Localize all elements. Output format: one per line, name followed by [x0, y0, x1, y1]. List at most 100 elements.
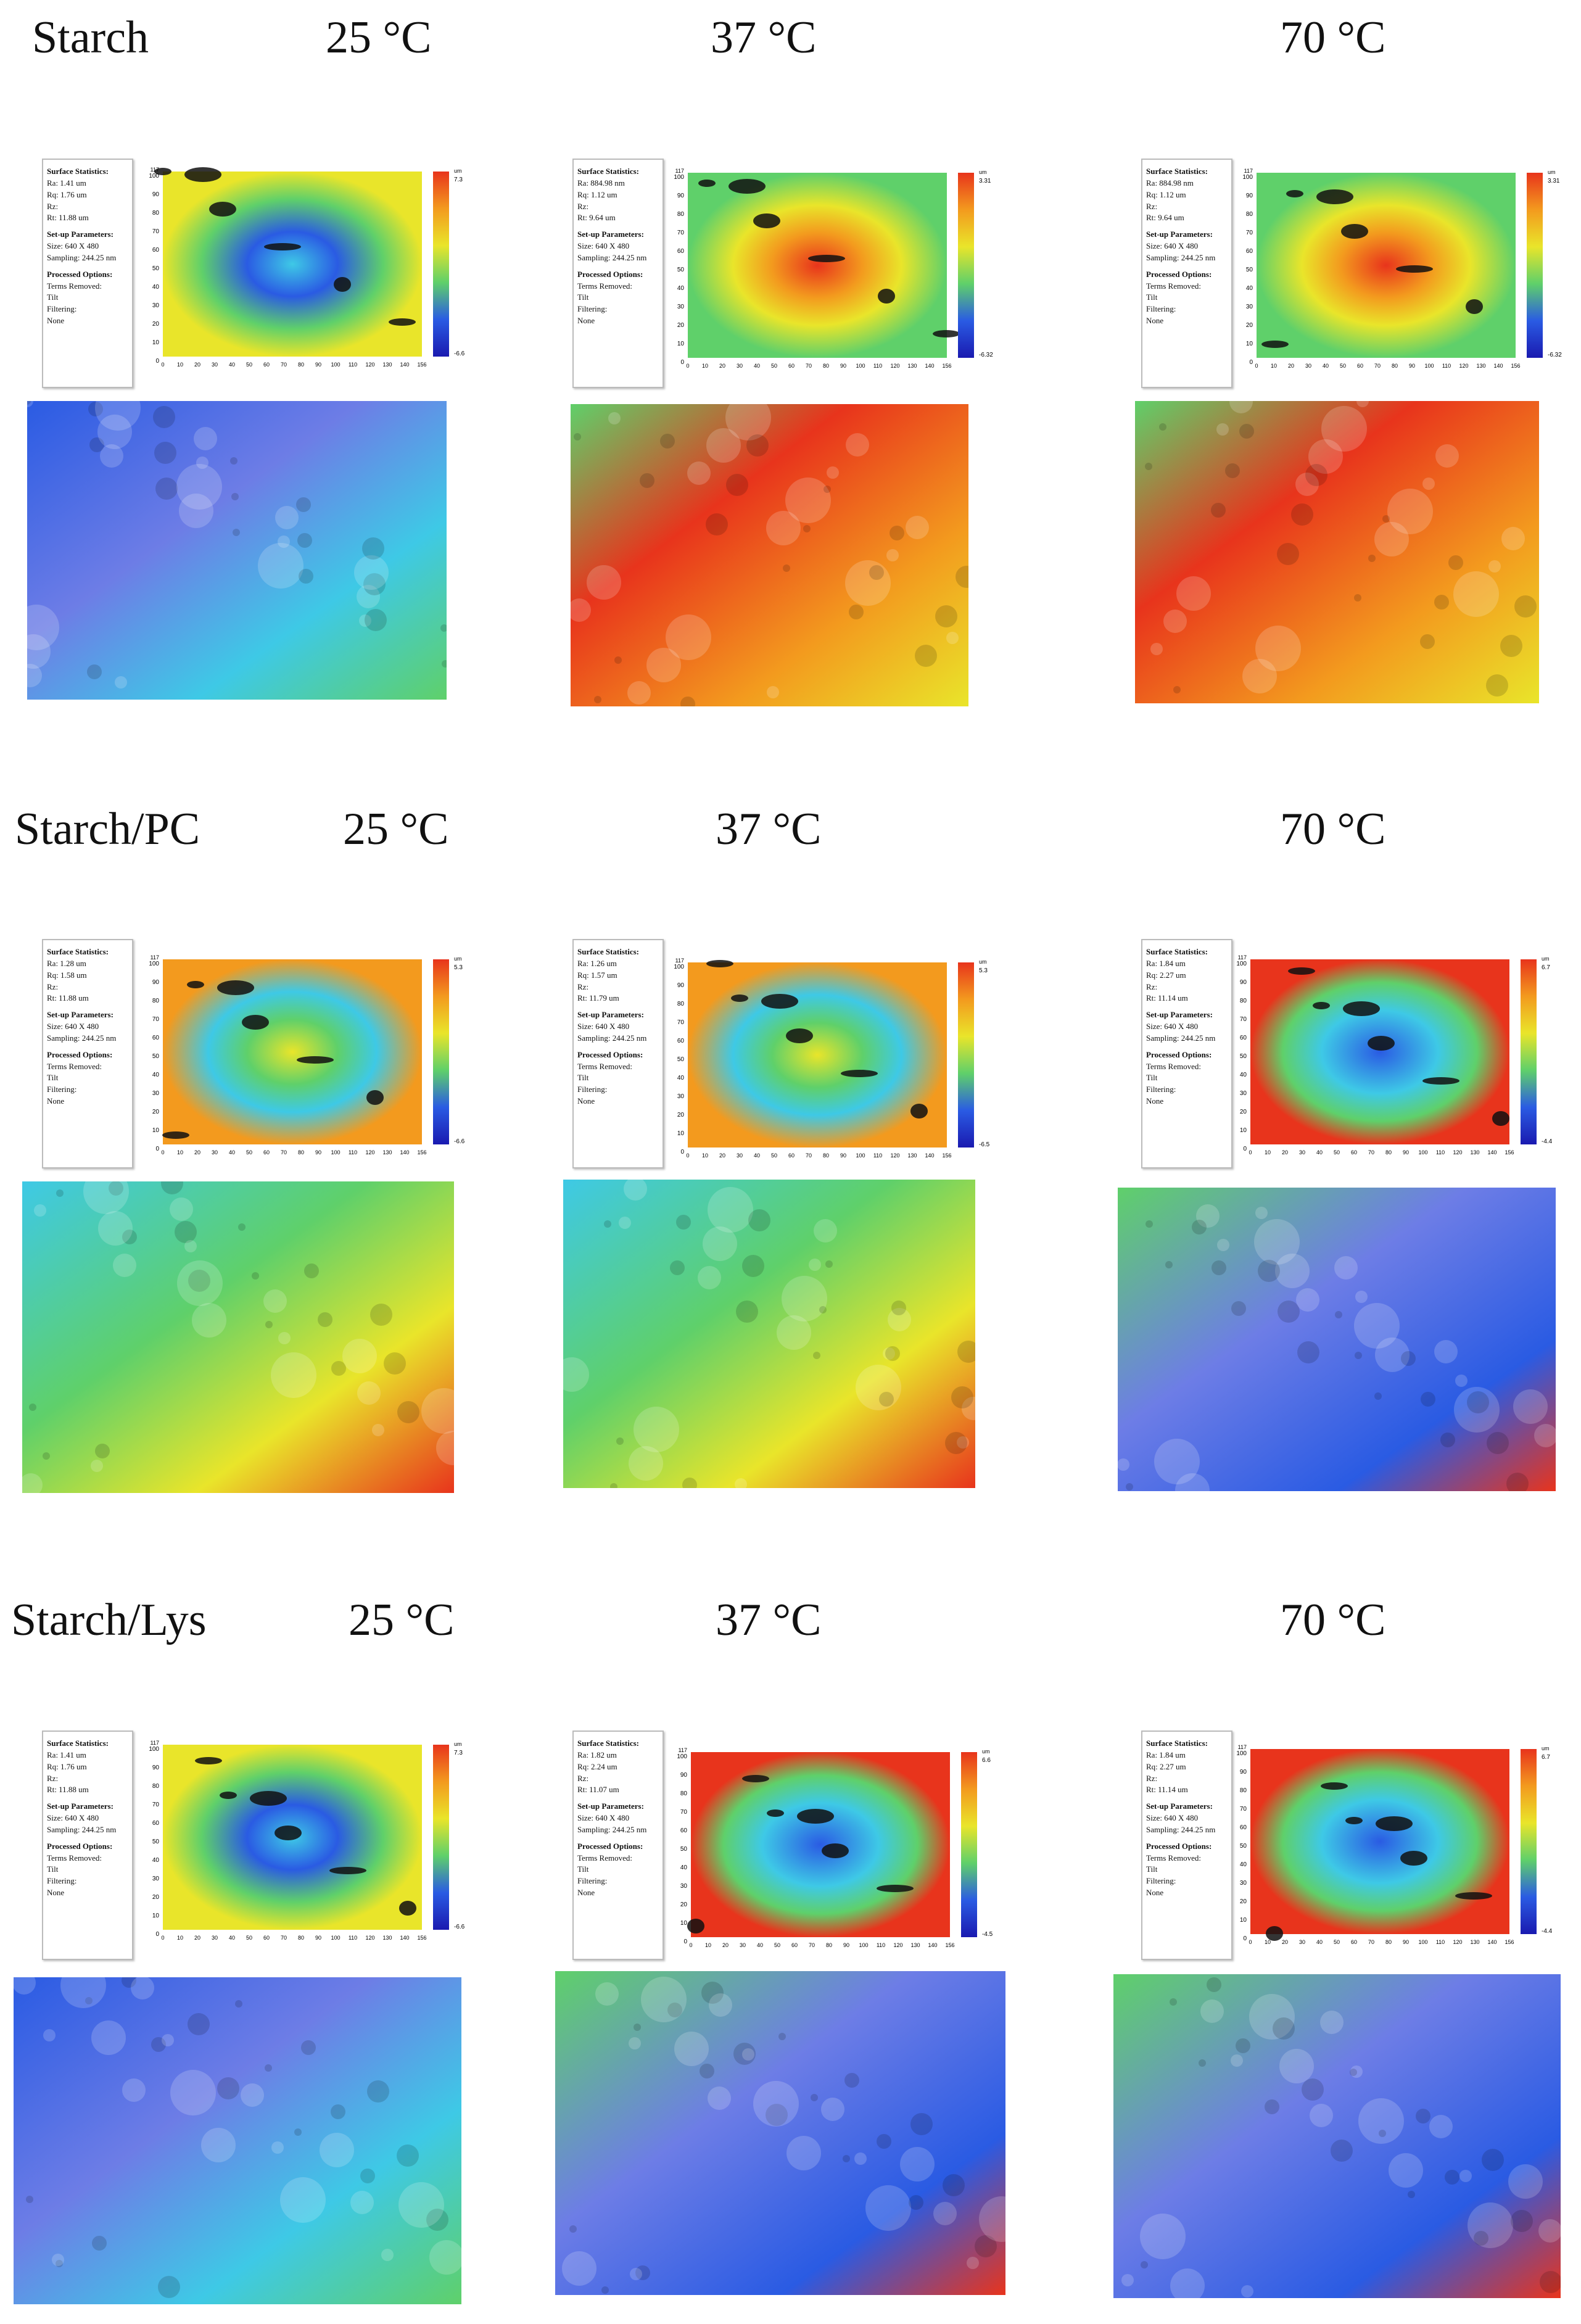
stat-line: None [577, 1888, 595, 1898]
y-tick-label: 60 [152, 247, 160, 254]
x-tick-label: 50 [1334, 1149, 1340, 1156]
x-tick-label: 140 [925, 1152, 934, 1159]
x-tick-label: 110 [349, 1149, 357, 1156]
y-tick-label: 80 [1240, 1787, 1247, 1794]
stat-line: None [1146, 316, 1164, 326]
stat-line: Tilt [47, 1864, 59, 1874]
y-max-label: 117 [1238, 1744, 1247, 1750]
stat-line: Terms Removed: [47, 281, 102, 291]
stat-line: Tilt [47, 1073, 59, 1083]
y-tick-label: 40 [677, 285, 685, 292]
stat-line: Terms Removed: [577, 1061, 632, 1071]
stat-line: Processed Options: [47, 1841, 113, 1851]
stat-line: Surface Statistics: [47, 167, 109, 176]
x-tick-label: 30 [212, 362, 218, 368]
x-tick-label: 110 [349, 1935, 357, 1941]
stat-line: Rq: 2.24 um [577, 1761, 617, 1771]
x-tick-label: 10 [1271, 363, 1277, 369]
y-tick-label: 10 [152, 1913, 160, 1919]
x-tick-label: 40 [229, 362, 235, 368]
scale-max: 6.7 [1542, 964, 1550, 971]
y-tick-label: 80 [1246, 211, 1253, 218]
y-tick-label: 20 [152, 1109, 160, 1115]
x-tick-label: 80 [1392, 363, 1398, 369]
x-tick-label: 0 [689, 1942, 692, 1948]
stat-line: Set-up Parameters: [47, 1010, 114, 1020]
y-tick-label: 40 [1246, 285, 1253, 292]
stat-line: Processed Options: [577, 1841, 643, 1851]
x-tick-label: 50 [1334, 1939, 1340, 1945]
x-tick-label: 20 [722, 1942, 729, 1948]
stat-line: Size: 640 X 480 [1146, 1813, 1199, 1823]
y-tick-label: 50 [680, 1846, 688, 1853]
x-tick-label: 10 [1265, 1149, 1271, 1156]
x-tick-label: 30 [212, 1149, 218, 1156]
x-tick-label: 80 [298, 1149, 304, 1156]
x-tick-label: 120 [365, 1935, 374, 1941]
x-tick-label: 80 [298, 362, 304, 368]
x-tick-label: 0 [161, 1935, 164, 1941]
scale-max: 3.31 [979, 178, 991, 184]
x-tick-label: 90 [843, 1942, 849, 1948]
y-max-label: 117 [151, 167, 159, 173]
stat-line: Set-up Parameters: [577, 230, 644, 239]
x-tick-label: 130 [382, 362, 392, 368]
stat-line: Processed Options: [1146, 269, 1212, 279]
y-tick-label: 90 [1240, 1769, 1247, 1776]
stat-line: Filtering: [577, 1085, 608, 1094]
y-tick-label: 10 [1240, 1917, 1247, 1924]
x-tick-label: 110 [349, 362, 357, 368]
x-tick-label: 60 [263, 1935, 270, 1941]
x-tick-label: 0 [1255, 363, 1258, 369]
stat-line: Rt: 9.64 um [1146, 213, 1184, 223]
height-map-3d [1118, 1188, 1556, 1491]
x-tick-label: 40 [1323, 363, 1329, 369]
x-tick-label: 100 [856, 363, 865, 369]
x-tick-label: 50 [246, 1149, 252, 1156]
x-tick-label: 50 [246, 362, 252, 368]
stat-line: Rt: 11.14 um [1146, 993, 1188, 1003]
x-tick-label: 156 [942, 1152, 951, 1159]
stat-line: Rt: 11.88 um [47, 993, 89, 1003]
y-tick-label: 0 [155, 1146, 159, 1152]
stat-line: Rz: [577, 201, 589, 211]
x-tick-label: 110 [873, 363, 882, 369]
x-tick-label: 20 [1282, 1939, 1288, 1945]
stat-line: Sampling: 244.25 nm [577, 1824, 647, 1834]
x-tick-label: 20 [719, 1152, 725, 1159]
x-tick-label: 120 [1453, 1939, 1462, 1945]
height-map-3d [571, 404, 968, 706]
stat-line: Terms Removed: [47, 1061, 102, 1071]
x-tick-label: 30 [1299, 1939, 1305, 1945]
stat-line: Tilt [47, 292, 59, 302]
y-tick-label: 10 [1240, 1127, 1247, 1134]
x-tick-label: 70 [806, 1152, 812, 1159]
x-tick-label: 90 [1403, 1149, 1409, 1156]
x-tick-label: 20 [719, 363, 725, 369]
stat-line: Surface Statistics: [577, 947, 640, 956]
stat-line: Rt: 11.79 um [577, 993, 619, 1003]
x-tick-label: 10 [705, 1942, 711, 1948]
stat-line: Ra: 1.41 um [47, 178, 86, 188]
scale-min: -4.5 [982, 1931, 993, 1938]
stat-line: Filtering: [1146, 304, 1176, 314]
y-tick-label: 60 [1246, 248, 1253, 255]
x-tick-label: 0 [1249, 1939, 1252, 1945]
x-tick-label: 70 [1368, 1939, 1374, 1945]
x-tick-label: 120 [1459, 363, 1468, 369]
y-tick-label: 60 [1240, 1824, 1247, 1831]
y-tick-label: 50 [152, 265, 160, 272]
stat-line: Sampling: 244.25 nm [1146, 1824, 1216, 1834]
stat-line: Set-up Parameters: [47, 1801, 114, 1811]
surface-statistics-box: Surface Statistics: Ra: 1.84 um Rq: 2.27 u… [1141, 939, 1232, 1168]
stat-line: Tilt [1146, 292, 1158, 302]
temperature-label: 70 °C [1280, 804, 1386, 854]
scale-unit: um [979, 959, 987, 965]
stat-line: None [577, 1096, 595, 1106]
x-tick-label: 110 [873, 1152, 882, 1159]
temperature-label: 37 °C [716, 804, 822, 854]
surface-statistics-box: Surface Statistics: Ra: 884.98 nm Rq: 1.12… [572, 159, 664, 388]
x-tick-label: 10 [177, 1149, 183, 1156]
y-tick-label: 70 [1246, 230, 1253, 236]
stat-line: Rz: [47, 982, 59, 991]
